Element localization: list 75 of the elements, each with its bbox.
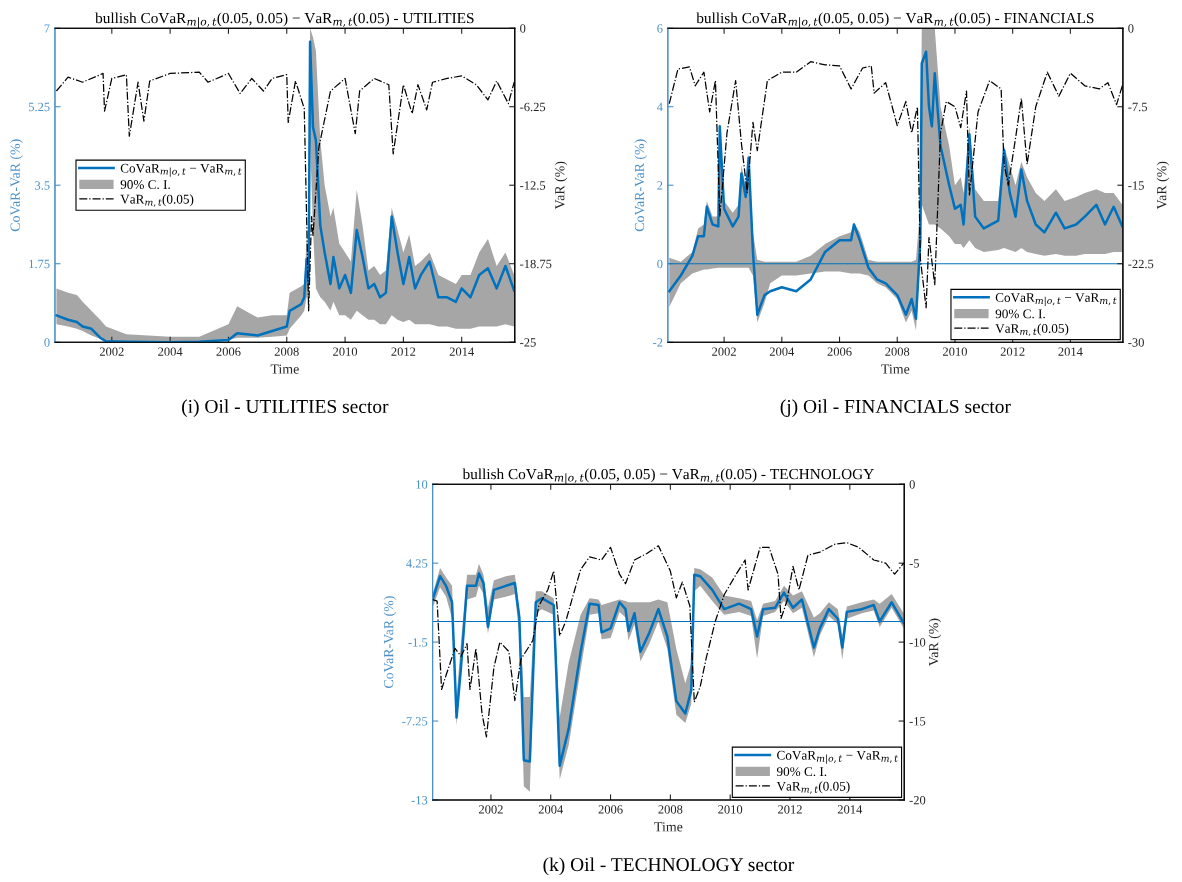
text: (i) Oil - UTILITIES sector	[182, 399, 389, 417]
x-tick-label: 2014	[837, 805, 863, 814]
x-tick-label: 2010	[943, 347, 967, 356]
y2-axis-title: VaR (%)	[1156, 161, 1170, 210]
y-tick-label: -7.25	[402, 717, 428, 726]
y2-tick-label: 0	[520, 24, 526, 33]
legend-label: VaR$_{m,t}$(0.05)	[995, 323, 1069, 337]
x-tick-label: 2014	[449, 347, 474, 356]
x-tick-label: 2006	[827, 347, 852, 356]
legend-label: 90% C. I.	[120, 180, 170, 190]
y2-tick-label: -6.25	[520, 102, 546, 112]
x-axis-title: Time	[270, 364, 299, 374]
y2-tick-label: -5	[909, 559, 920, 568]
legend-label: CoVaR$_{m|o,t}$ − VaR$_{m,t}$	[120, 163, 242, 177]
x-tick-label: 2002	[99, 347, 124, 356]
x-tick-label: 2004	[769, 347, 795, 356]
y-tick-label: 1.75	[29, 259, 50, 269]
y-tick-label: 3.5	[35, 181, 50, 190]
y2-tick-label: -20	[909, 796, 926, 805]
y-axis-title: CoVaR-VaR (%)	[10, 139, 23, 232]
x-tick-label: 2004	[158, 347, 183, 356]
legend-label: VaR$_{m,t}$(0.05)	[120, 194, 194, 207]
y2-tick-label: -7.5	[1128, 102, 1148, 112]
y2-tick-label: -25	[520, 338, 536, 347]
legend-label: VaR$_{m,t}$(0.05)	[776, 781, 850, 794]
x-tick-label: 2006	[598, 805, 623, 814]
y-tick-label: 5.25	[28, 102, 50, 112]
x-tick-label: 2012	[1000, 347, 1025, 356]
x-tick-label: 2002	[478, 805, 503, 814]
y2-tick-label: -22.5	[1128, 259, 1154, 269]
y2-tick-label: -10	[909, 638, 926, 647]
y-tick-label: 7	[44, 24, 50, 33]
y-tick-label: 0	[44, 338, 50, 347]
y2-tick-label: -15	[909, 717, 926, 726]
x-axis-title: Time	[881, 364, 910, 374]
x-tick-label: 2010	[718, 805, 743, 814]
x-tick-label: 2006	[216, 347, 241, 356]
chart-title: bullish CoVaR$_{m|o,t}$(0.05, 0.05) − VaR$_{m,t}$(0.05) - FINANCIALS	[696, 12, 1094, 28]
y-tick-label: 6	[657, 24, 663, 33]
x-tick-label: 2012	[391, 347, 416, 356]
legend-label: CoVaR$_{m|o,t}$ − VaR$_{m,t}$	[777, 750, 898, 764]
y2-tick-label: -15	[1128, 181, 1144, 190]
x-tick-label: 2008	[274, 347, 299, 356]
legend-label: 90% C. I.	[776, 767, 827, 777]
y-tick-label: 4.25	[406, 559, 428, 568]
x-tick-label: 2012	[778, 805, 802, 814]
y-tick-label: -1.5	[408, 638, 428, 647]
y-axis-title: CoVaR-VaR (%)	[634, 139, 647, 232]
text: (j) Oil - FINANCIALS sector	[780, 399, 1011, 417]
y-tick-label: -13	[411, 796, 428, 805]
text: (k) Oil - TECHNOLOGY sector	[543, 857, 795, 876]
legend-label: 90% C. I.	[995, 309, 1045, 319]
y2-tick-label: -12.5	[520, 181, 546, 190]
y-tick-label: -2	[653, 338, 663, 347]
chart-title: bullish CoVaR$_{m|o,t}$(0.05, 0.05) − VaR$_{m,t}$(0.05) - TECHNOLOGY	[462, 468, 874, 484]
y2-axis-title: VaR (%)	[928, 618, 942, 667]
x-tick-label: 2010	[333, 347, 358, 356]
y2-axis-title: VaR (%)	[554, 161, 568, 210]
y2-tick-label: -18.75	[520, 259, 552, 269]
y-tick-label: 2	[657, 181, 663, 190]
x-tick-label: 2008	[658, 805, 683, 814]
y2-tick-label: -30	[1128, 338, 1144, 347]
x-tick-label: 2002	[712, 347, 736, 356]
y-tick-label: 10	[416, 480, 428, 489]
y2-tick-label: 0	[1128, 24, 1134, 33]
y2-tick-label: 0	[909, 480, 915, 489]
x-tick-label: 2004	[538, 805, 564, 814]
x-tick-label: 2008	[885, 347, 910, 356]
x-axis-title: Time	[654, 822, 683, 832]
chart-title: bullish CoVaR$_{m|o,t}$(0.05, 0.05) − VaR$_{m,t}$(0.05) - UTILITIES	[95, 12, 474, 28]
legend-label: CoVaR$_{m|o,t}$ − VaR$_{m,t}$	[995, 293, 1117, 307]
y-tick-label: 0	[657, 259, 663, 269]
y-axis-title: CoVaR-VaR (%)	[383, 596, 397, 688]
y-tick-label: 4	[656, 102, 663, 112]
x-tick-label: 2014	[1058, 347, 1083, 356]
